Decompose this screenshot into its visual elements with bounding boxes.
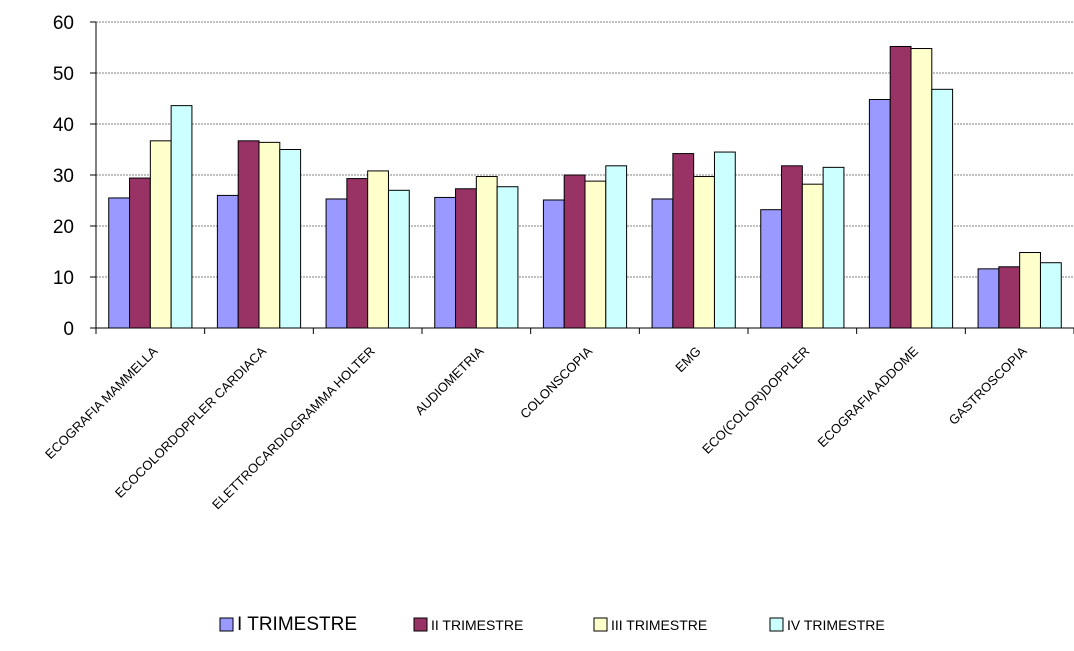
bar-3-3 (367, 170, 389, 329)
bar-3-7 (801, 183, 824, 329)
y-tick-label: 40 (53, 115, 74, 136)
bar-4-4 (496, 186, 519, 329)
bar-4-2 (279, 149, 302, 329)
bar-2-2 (237, 140, 260, 329)
bar-4-3 (387, 189, 410, 329)
legend-swatch-1 (219, 617, 234, 632)
x-category-label: COLONSCOPIA (517, 343, 595, 421)
bar-2-9 (998, 266, 1021, 329)
bar-2-4 (455, 188, 477, 329)
legend-swatch-4 (769, 617, 784, 632)
bars (108, 45, 1062, 329)
bar-2-6 (672, 153, 695, 329)
legend-label-1: I TRIMESTRE (237, 614, 357, 635)
x-category-label: EMG (672, 344, 704, 376)
legend-label-2: II TRIMESTRE (431, 617, 523, 633)
bar-1-7 (760, 209, 783, 329)
bar-4-6 (713, 151, 736, 329)
bar-2-8 (889, 45, 912, 329)
bar-1-6 (651, 198, 674, 329)
y-axis-ticks: 0 10 20 30 40 50 60 (53, 13, 96, 340)
bar-1-1 (108, 197, 131, 329)
bar-4-8 (931, 88, 954, 329)
legend-swatch-3 (593, 617, 608, 632)
bar-3-5 (584, 180, 607, 329)
x-category-label: ECOGRAFIA MAMMELLA (42, 343, 161, 462)
bar-2-1 (129, 177, 151, 329)
bar-1-9 (977, 268, 1000, 329)
legend-label-4: IV TRIMESTRE (787, 617, 885, 633)
bar-3-9 (1019, 252, 1041, 329)
bar-2-3 (346, 178, 369, 329)
x-category-label: AUDIOMETRIA (412, 343, 487, 418)
bar-1-2 (216, 194, 239, 329)
bar-3-6 (693, 176, 715, 329)
bar-2-5 (563, 174, 586, 329)
bar-3-2 (258, 141, 281, 329)
legend-label-3: III TRIMESTRE (611, 617, 707, 633)
bar-3-4 (475, 176, 498, 329)
x-category-label: ECO(COLOR)DOPPLER (699, 344, 812, 457)
y-tick-label: 30 (53, 166, 74, 187)
bar-4-7 (822, 166, 845, 329)
bar-1-5 (542, 199, 565, 329)
y-tick-label: 20 (53, 217, 74, 238)
x-category-label: GASTROSCOPIA (946, 343, 1030, 427)
y-tick-label: 60 (53, 13, 74, 34)
bar-1-3 (325, 198, 348, 329)
x-category-label: ECOGRAFIA ADDOME (814, 343, 921, 450)
legend-swatch-2 (413, 617, 428, 632)
y-tick-label: 10 (53, 268, 74, 289)
y-tick-label: 50 (53, 64, 74, 85)
bar-1-4 (434, 196, 457, 329)
bar-4-9 (1039, 262, 1062, 329)
bar-3-8 (910, 48, 933, 329)
bar-4-1 (170, 105, 193, 329)
bar-3-1 (149, 140, 172, 329)
legend: I TRIMESTRE II TRIMESTRE III TRIMESTRE IV T… (219, 614, 885, 635)
bar-4-5 (605, 165, 628, 329)
y-tick-label: 0 (63, 319, 74, 340)
bar-2-7 (781, 165, 803, 329)
bar-1-8 (868, 99, 891, 329)
